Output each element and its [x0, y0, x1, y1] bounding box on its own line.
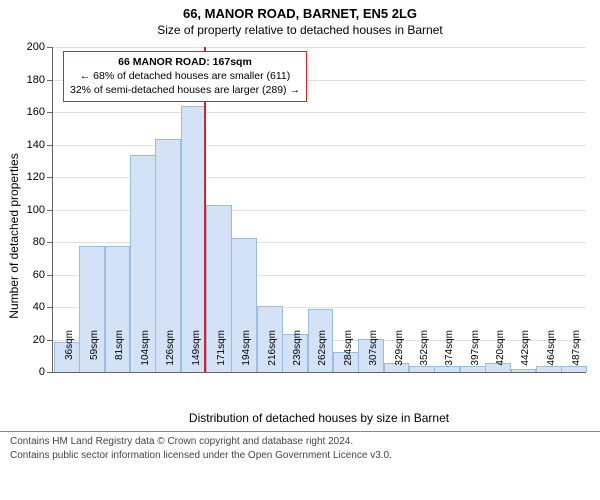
x-tick-label: 420sqm — [495, 330, 506, 378]
page-subtitle: Size of property relative to detached ho… — [0, 21, 600, 41]
bar-slot: 487sqm — [561, 47, 586, 372]
footer: Contains HM Land Registry data © Crown c… — [0, 431, 600, 462]
x-tick-label: 126sqm — [165, 330, 176, 378]
x-tick-label: 397sqm — [470, 330, 481, 378]
callout-line-1: 66 MANOR ROAD: 167sqm — [70, 55, 300, 69]
y-tick-label: 180 — [27, 74, 53, 86]
bar-slot: 284sqm — [332, 47, 357, 372]
y-tick-label: 160 — [27, 106, 53, 118]
bar-slot: 374sqm — [434, 47, 459, 372]
y-axis-label: Number of detached properties — [7, 153, 21, 318]
y-tick-label: 60 — [33, 269, 53, 281]
x-tick-label: 307sqm — [368, 330, 379, 378]
x-tick-label: 284sqm — [343, 330, 354, 378]
bar-slot: 307sqm — [358, 47, 383, 372]
x-tick-label: 36sqm — [64, 330, 75, 378]
callout-box: 66 MANOR ROAD: 167sqm← 68% of detached h… — [63, 51, 307, 102]
y-tick-label: 80 — [33, 236, 53, 248]
y-tick-label: 200 — [27, 41, 53, 53]
bar-slot: 442sqm — [510, 47, 535, 372]
callout-line-3: 32% of semi-detached houses are larger (… — [70, 83, 300, 97]
y-tick-label: 20 — [33, 334, 53, 346]
y-tick-label: 100 — [27, 204, 53, 216]
bar-slot: 352sqm — [408, 47, 433, 372]
x-tick-label: 239sqm — [292, 330, 303, 378]
x-tick-label: 216sqm — [267, 330, 278, 378]
footer-line-2: Contains public sector information licen… — [10, 449, 590, 463]
bar-slot: 397sqm — [459, 47, 484, 372]
footer-line-1: Contains HM Land Registry data © Crown c… — [10, 435, 590, 449]
y-tick-label: 40 — [33, 301, 53, 313]
x-tick-label: 104sqm — [140, 330, 151, 378]
bar-slot: 262sqm — [307, 47, 332, 372]
plot-region: 36sqm59sqm81sqm104sqm126sqm149sqm171sqm1… — [52, 47, 586, 373]
x-tick-label: 81sqm — [114, 330, 125, 378]
y-tick-label: 140 — [27, 139, 53, 151]
callout-line-2: ← 68% of detached houses are smaller (61… — [70, 69, 300, 83]
x-tick-label: 171sqm — [216, 330, 227, 378]
bar-slot: 420sqm — [484, 47, 509, 372]
y-tick-label: 120 — [27, 171, 53, 183]
x-tick-label: 442sqm — [520, 330, 531, 378]
x-tick-label: 59sqm — [89, 330, 100, 378]
x-tick-label: 374sqm — [444, 330, 455, 378]
x-tick-label: 262sqm — [317, 330, 328, 378]
x-tick-label: 352sqm — [419, 330, 430, 378]
bar-slot: 464sqm — [535, 47, 560, 372]
x-tick-label: 464sqm — [546, 330, 557, 378]
y-tick-label: 0 — [39, 366, 53, 378]
page-title: 66, MANOR ROAD, BARNET, EN5 2LG — [0, 0, 600, 21]
bar-slot: 329sqm — [383, 47, 408, 372]
x-tick-label: 329sqm — [394, 330, 405, 378]
x-tick-label: 149sqm — [191, 330, 202, 378]
x-tick-label: 487sqm — [571, 330, 582, 378]
x-axis-label: Distribution of detached houses by size … — [52, 411, 586, 425]
x-tick-label: 194sqm — [241, 330, 252, 378]
chart-area: Number of detached properties 36sqm59sqm… — [0, 41, 600, 431]
